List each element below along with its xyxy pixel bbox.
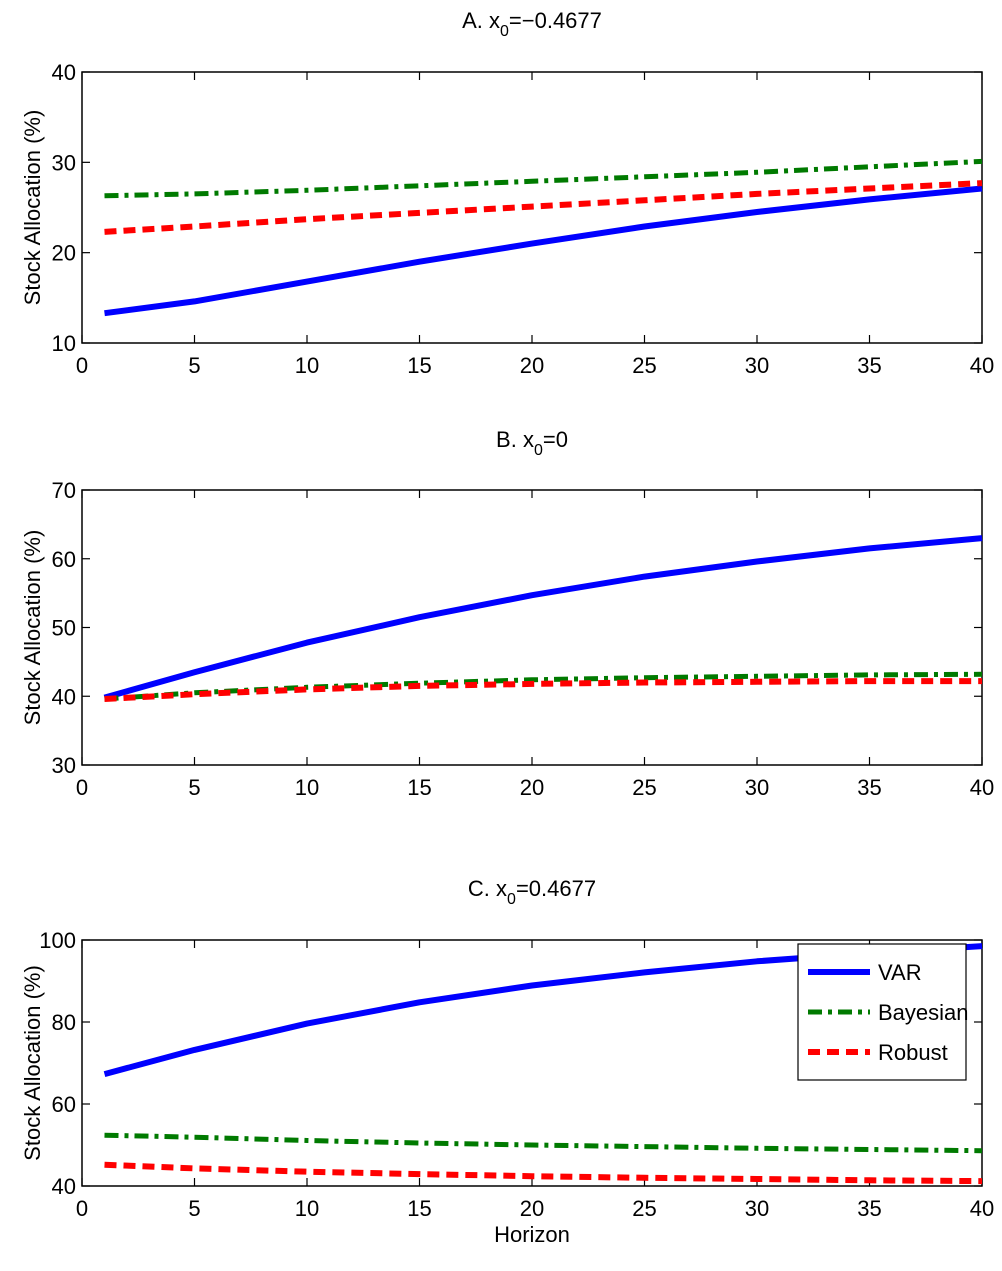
y-tick-label: 50 (52, 616, 76, 641)
x-tick-label: 15 (407, 1196, 431, 1221)
x-tick-label: 30 (745, 775, 769, 800)
x-tick-label: 0 (76, 353, 88, 378)
series-line-var (103, 535, 983, 701)
x-tick-label: 0 (76, 775, 88, 800)
legend-label-robust: Robust (878, 1040, 948, 1065)
series-line-robust (104, 1161, 983, 1185)
y-tick-label: 30 (52, 753, 76, 778)
title-prefix: B. x (496, 427, 534, 452)
y-tick-label: 20 (52, 241, 76, 266)
x-tick-label: 40 (970, 1196, 994, 1221)
title-prefix: C. x (468, 876, 507, 901)
y-axis-label: Stock Allocation (%) (20, 110, 45, 306)
x-tick-label: 25 (632, 775, 656, 800)
x-tick-label: 25 (632, 353, 656, 378)
x-tick-label: 20 (520, 1196, 544, 1221)
series-line-bayesian (104, 1132, 983, 1154)
x-tick-label: 5 (188, 1196, 200, 1221)
x-tick-label: 30 (745, 1196, 769, 1221)
y-tick-label: 70 (52, 478, 76, 503)
series-line-robust (104, 678, 982, 702)
x-tick-label: 5 (188, 775, 200, 800)
chart-title: C. x0=0.4677 (468, 876, 596, 908)
x-tick-label: 35 (857, 353, 881, 378)
y-tick-label: 60 (52, 547, 76, 572)
x-tick-label: 10 (295, 775, 319, 800)
x-tick-label: 20 (520, 775, 544, 800)
axes-box (81, 489, 983, 766)
series-line-robust (104, 180, 983, 235)
y-tick-label: 30 (52, 150, 76, 175)
y-axis-label: Stock Allocation (%) (20, 965, 45, 1161)
title-suffix: =0 (543, 427, 568, 452)
x-tick-label: 35 (857, 775, 881, 800)
title-subscript: 0 (507, 891, 516, 908)
x-tick-label: 35 (857, 1196, 881, 1221)
y-axis-label: Stock Allocation (%) (20, 530, 45, 726)
title-subscript: 0 (534, 442, 543, 459)
series-line-bayesian (104, 158, 983, 199)
legend: VAR Bayesian Robust (797, 943, 969, 1081)
x-tick-label: 10 (295, 1196, 319, 1221)
y-tick-label: 10 (52, 331, 76, 356)
x-tick-label: 25 (632, 1196, 656, 1221)
x-tick-label: 40 (970, 775, 994, 800)
x-tick-label: 15 (407, 353, 431, 378)
x-axis-label: Horizon (494, 1222, 570, 1247)
legend-box (797, 943, 967, 1081)
chart-title: B. x0=0 (496, 427, 568, 459)
y-tick-label: 40 (52, 684, 76, 709)
title-suffix: =−0.4677 (509, 8, 602, 33)
x-tick-label: 20 (520, 353, 544, 378)
legend-label-var: VAR (878, 960, 922, 985)
x-tick-label: 5 (188, 353, 200, 378)
legend-label-bayesian: Bayesian (878, 1000, 969, 1025)
title-suffix: =0.4677 (516, 876, 596, 901)
title-prefix: A. x (462, 8, 500, 33)
x-tick-label: 30 (745, 353, 769, 378)
y-tick-label: 40 (52, 1174, 76, 1199)
y-tick-label: 60 (52, 1092, 76, 1117)
x-tick-label: 15 (407, 775, 431, 800)
x-tick-label: 0 (76, 1196, 88, 1221)
y-tick-label: 80 (52, 1010, 76, 1035)
x-tick-label: 40 (970, 353, 994, 378)
y-tick-label: 40 (52, 60, 76, 85)
chart-title: A. x0=−0.4677 (462, 8, 602, 40)
y-tick-label: 100 (39, 928, 76, 953)
x-tick-label: 10 (295, 353, 319, 378)
title-subscript: 0 (500, 23, 509, 40)
series-line-var (104, 185, 983, 317)
series-line-bayesian (104, 671, 983, 702)
